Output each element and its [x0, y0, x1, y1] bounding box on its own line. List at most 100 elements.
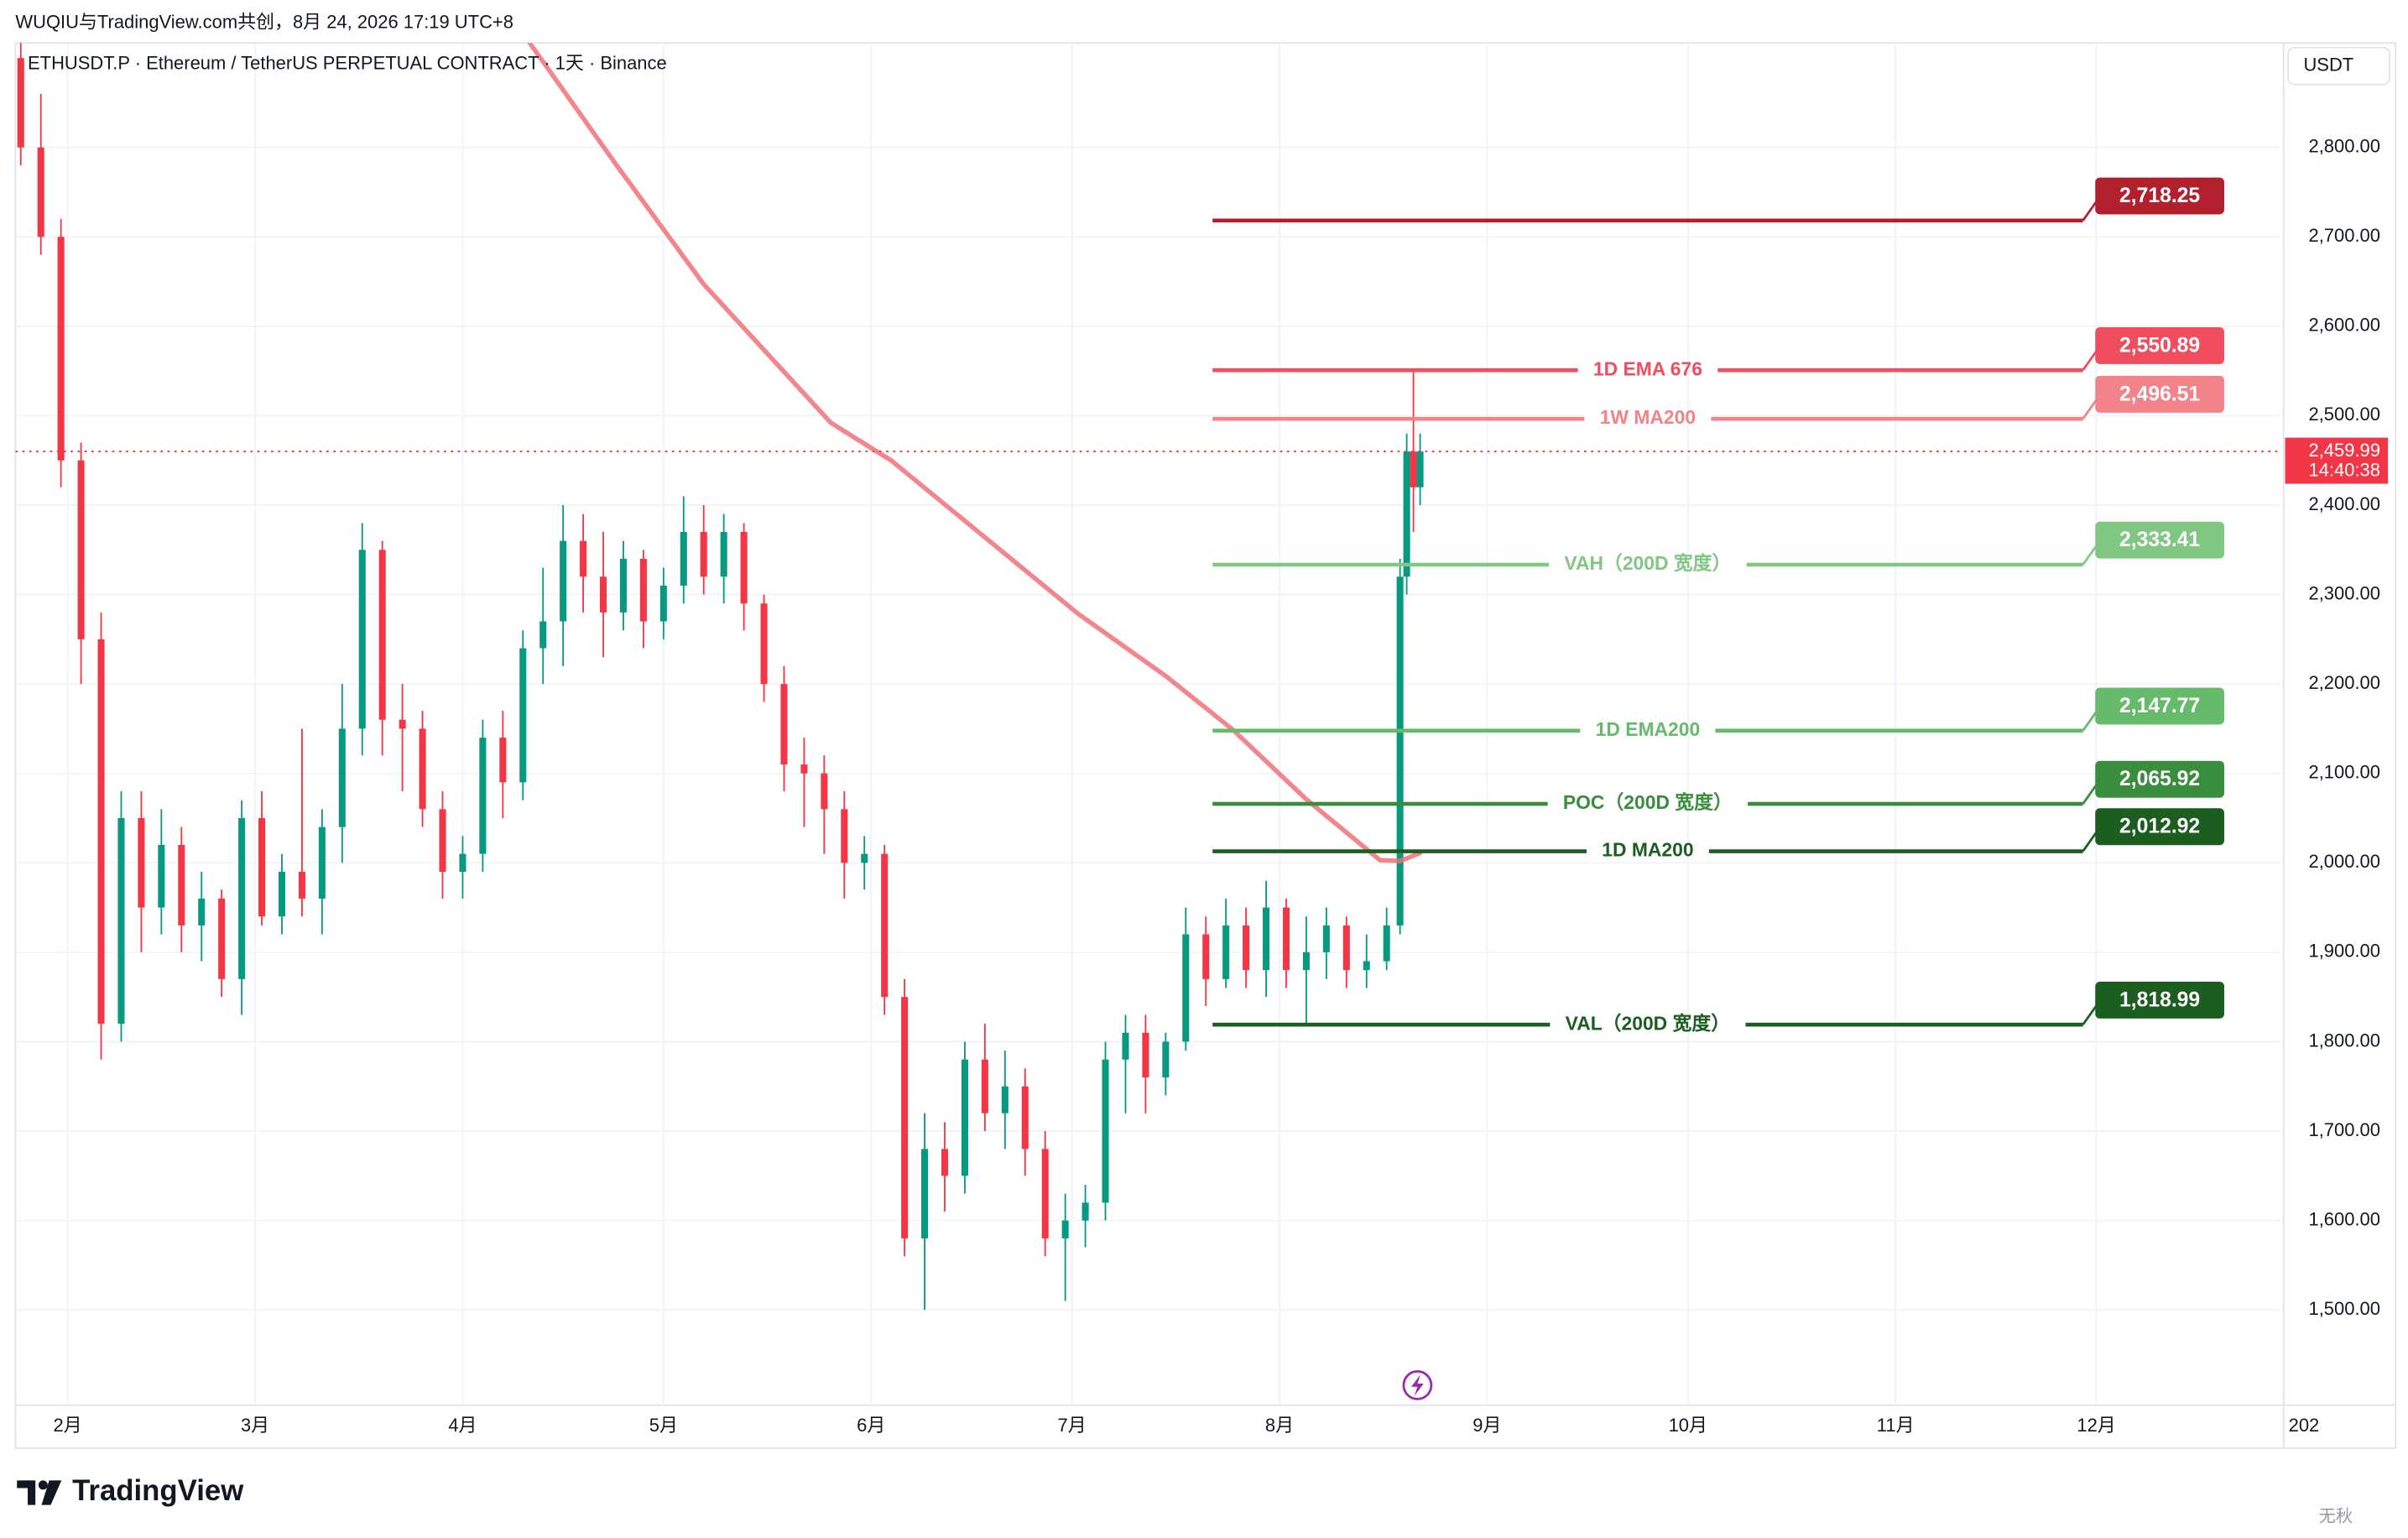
level-price-box[interactable] — [2095, 375, 2224, 413]
brand-logo — [17, 1480, 62, 1505]
candle-body — [680, 531, 687, 586]
logo-dot — [38, 1480, 48, 1490]
level-price-box[interactable] — [2095, 521, 2224, 559]
candle-body — [499, 738, 507, 783]
candle-body — [861, 853, 868, 863]
watermark: 无秋 — [2319, 1507, 2353, 1526]
candle-body — [399, 719, 406, 729]
candle-body — [1302, 951, 1310, 971]
candle-body — [619, 558, 627, 613]
event-bolt — [1411, 1374, 1424, 1396]
candle-body — [1363, 961, 1370, 971]
y-tick-label: 2,000.00 — [2309, 851, 2380, 872]
candle-body — [821, 773, 828, 810]
logo-t — [17, 1480, 36, 1505]
candle-body — [1001, 1086, 1009, 1113]
y-tick-label: 2,800.00 — [2309, 136, 2380, 157]
candle-body — [1342, 925, 1350, 971]
candle-body — [780, 684, 788, 765]
candle-body — [1263, 907, 1270, 971]
candle-body — [539, 621, 547, 649]
candle-body — [1082, 1202, 1089, 1221]
candle-body — [419, 728, 426, 810]
candle-body — [1396, 576, 1404, 925]
candle-body — [218, 898, 226, 979]
last-price-box — [2285, 437, 2389, 484]
candle-body — [338, 728, 346, 827]
level-price-box[interactable] — [2095, 981, 2224, 1019]
candle-body — [238, 818, 246, 979]
candle-body — [881, 853, 889, 998]
level-price-label: 1,818.99 — [2119, 988, 2200, 1011]
y-tick-label: 1,700.00 — [2309, 1119, 2380, 1140]
unit-label[interactable]: USDT — [2303, 54, 2353, 75]
y-tick-label: 1,600.00 — [2309, 1208, 2380, 1229]
y-tick-label: 2,700.00 — [2309, 225, 2380, 246]
candle-body — [17, 58, 24, 148]
candle-body — [1162, 1041, 1170, 1078]
candle-body — [961, 1059, 968, 1176]
candle-body — [700, 531, 707, 577]
x-tick-label: 8月 — [1265, 1415, 1294, 1436]
candle-body — [1182, 934, 1190, 1042]
candle-body — [358, 550, 366, 729]
candle-body — [1416, 451, 1424, 487]
level-name: VAL（200D 宽度） — [1566, 1012, 1730, 1034]
level-price-box[interactable] — [2095, 760, 2224, 798]
candle-body — [1410, 451, 1417, 487]
candle-body — [1122, 1032, 1129, 1060]
level-price-box[interactable] — [2095, 687, 2224, 725]
x-tick-label: 3月 — [241, 1415, 269, 1436]
candle-body — [1102, 1059, 1109, 1203]
frame — [14, 42, 2397, 1449]
event-icon[interactable] — [1402, 1370, 1433, 1400]
x-tick-label: 7月 — [1058, 1415, 1087, 1436]
candle-body — [439, 809, 446, 872]
candle-body — [800, 764, 808, 774]
level-price-label: 2,012.92 — [2119, 816, 2200, 838]
candle-body — [1383, 925, 1390, 962]
candle-body — [760, 603, 768, 685]
unit-box[interactable] — [2287, 46, 2390, 86]
moving-average-line — [527, 43, 1423, 863]
candle-body — [1282, 907, 1290, 971]
candle-body — [981, 1059, 988, 1113]
level-price-box[interactable] — [2095, 808, 2224, 846]
candle-body — [560, 540, 567, 622]
logo-v — [41, 1480, 62, 1505]
level-name: 1D EMA200 — [1596, 718, 1701, 740]
level-name-bg — [1580, 726, 1716, 736]
candle-body — [479, 738, 487, 854]
candle-body — [639, 558, 647, 622]
candle-body — [1021, 1086, 1029, 1150]
x-tick-label: 11月 — [1877, 1415, 1915, 1436]
x-tick-label: 12月 — [2077, 1415, 2115, 1436]
level-name-bg — [1549, 560, 1747, 570]
level-price-box[interactable] — [2095, 177, 2224, 215]
candle-body — [1061, 1220, 1069, 1238]
candle-body — [1142, 1032, 1149, 1078]
header-title: WUQIU与TradingView.com共创，8月 24, 2026 17:1… — [15, 11, 513, 32]
y-tick-label: 1,800.00 — [2309, 1030, 2380, 1051]
level-name: 1W MA200 — [1600, 406, 1696, 428]
candle-body — [258, 818, 266, 917]
x-tick-label: 5月 — [649, 1415, 678, 1436]
y-tick-label: 2,500.00 — [2309, 404, 2380, 425]
candle-body — [1322, 925, 1330, 952]
brand-name: TradingView — [72, 1475, 244, 1507]
candle-body — [921, 1149, 929, 1238]
y-tick-label: 1,500.00 — [2309, 1298, 2380, 1319]
candle-body — [378, 550, 386, 720]
level-price-box[interactable] — [2095, 326, 2224, 364]
candle-body — [178, 844, 185, 925]
candle-body — [1222, 925, 1230, 979]
y-tick-label: 2,100.00 — [2309, 762, 2380, 783]
candle-body — [198, 898, 206, 925]
level-name: POC（200D 宽度） — [1563, 791, 1733, 813]
candle-body — [158, 844, 165, 908]
y-tick-label: 2,400.00 — [2309, 493, 2380, 514]
candle-body — [841, 809, 848, 863]
level-name-bg — [1577, 365, 1718, 375]
